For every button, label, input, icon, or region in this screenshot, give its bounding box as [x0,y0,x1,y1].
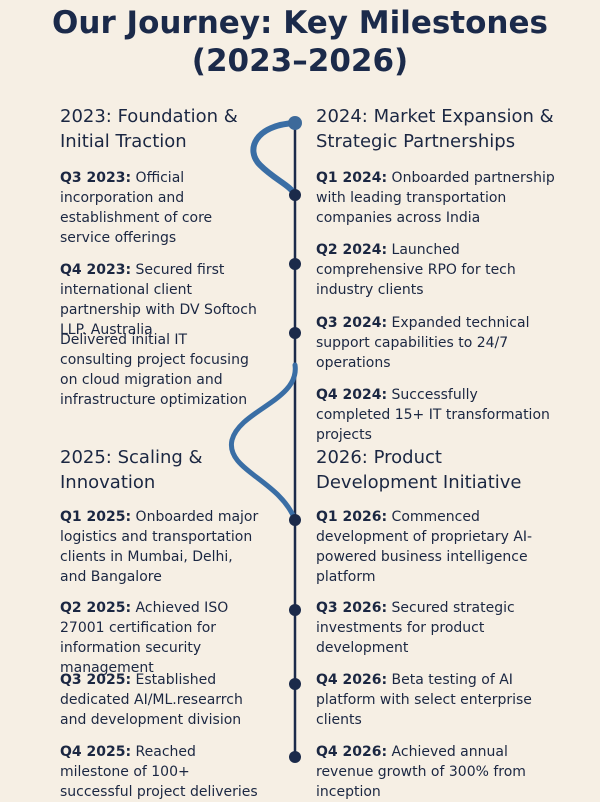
milestone-item: Q4 2024: Successfully completed 15+ IT t… [316,385,556,445]
milestone-text: Delivered initial IT consulting project … [60,332,249,408]
milestone-text: Official incorporation and establishment… [60,170,213,246]
milestone-item: Q3 2023: Official incorporation and esta… [60,168,260,248]
milestone-item: Q1 2026: Commenced development of propri… [316,507,556,587]
milestone-text: Established dedicated AI/ML.researrch an… [60,672,243,728]
milestone-label: Q3 2024: [316,315,388,331]
milestone-item: Q4 2026: Achieved annual revenue growth … [316,742,556,802]
milestone-text: Expanded technical support capabilities … [316,315,530,371]
milestone-text: Achieved annual revenue growth of 300% f… [316,744,526,800]
milestone-text: Secured first international client partn… [60,262,257,338]
milestone-item: Q4 2023: Secured first international cli… [60,260,260,340]
milestone-text: Secured strategic investments for produc… [316,600,515,656]
milestone-text: Launched comprehensive RPO for tech indu… [316,242,516,298]
milestone-text: Beta testing of AI platform with select … [316,672,532,728]
milestone-label: Q4 2026: [316,672,388,688]
milestone-label: Q2 2025: [60,600,132,616]
milestone-label: Q2 2024: [316,242,388,258]
milestone-text: Achieved ISO 27001 certification for inf… [60,600,229,676]
section-heading: 2024: Market Expansion & Strategic Partn… [316,106,554,152]
milestone-item: Q3 2024: Expanded technical support capa… [316,313,556,373]
timeline-dot [289,189,301,201]
timeline-curve [250,120,298,198]
timeline-dot [289,751,301,763]
page-title: Our Journey: Key Milestones (2023–2026) [0,4,600,80]
milestone-item: Q1 2024: Onboarded partnership with lead… [316,168,556,228]
timeline-dot [289,258,301,270]
milestone-item: Q3 2026: Secured strategic investments f… [316,598,556,658]
milestone-text: Reached milestone of 100+ successful pro… [60,744,258,800]
milestone-label: Q4 2025: [60,744,132,760]
title-line: (2023–2026) [191,43,409,79]
timeline-dot [288,116,302,130]
timeline-dot [289,514,301,526]
milestone-text: Onboarded major logistics and transporta… [60,509,259,585]
milestone-label: Q1 2026: [316,509,388,525]
section-heading: 2026: Product Development Initiative [316,447,522,493]
milestone-label: Q1 2025: [60,509,132,525]
milestone-text: Commenced development of proprietary AI-… [316,509,533,585]
milestone-item: Q1 2025: Onboarded major logistics and t… [60,507,260,587]
milestone-label: Q3 2025: [60,672,132,688]
milestone-label: Q3 2023: [60,170,132,186]
milestone-text: Onboarded partnership with leading trans… [316,170,555,226]
milestone-item: Delivered initial IT consulting project … [60,330,260,410]
section-heading: 2023: Foundation & Initial Traction [60,106,238,152]
milestone-label: Q4 2024: [316,387,388,403]
timeline-curve [228,362,298,523]
milestone-item: Q3 2025: Established dedicated AI/ML.res… [60,670,260,730]
milestone-label: Q4 2023: [60,262,132,278]
milestone-item: Q2 2024: Launched comprehensive RPO for … [316,240,556,300]
milestone-item: Q4 2026: Beta testing of AI platform wit… [316,670,556,730]
milestone-text: Successfully completed 15+ IT transforma… [316,387,550,443]
milestone-label: Q4 2026: [316,744,388,760]
title-line: Our Journey: Key Milestones [52,5,548,41]
milestone-label: Q1 2024: [316,170,388,186]
milestone-item: Q2 2025: Achieved ISO 27001 certificatio… [60,598,260,678]
timeline-dot [289,678,301,690]
section-heading: 2025: Scaling & Innovation [60,447,203,493]
milestone-label: Q3 2026: [316,600,388,616]
timeline-dot [289,327,301,339]
timeline-dot [289,604,301,616]
milestone-item: Q4 2025: Reached milestone of 100+ succe… [60,742,260,802]
